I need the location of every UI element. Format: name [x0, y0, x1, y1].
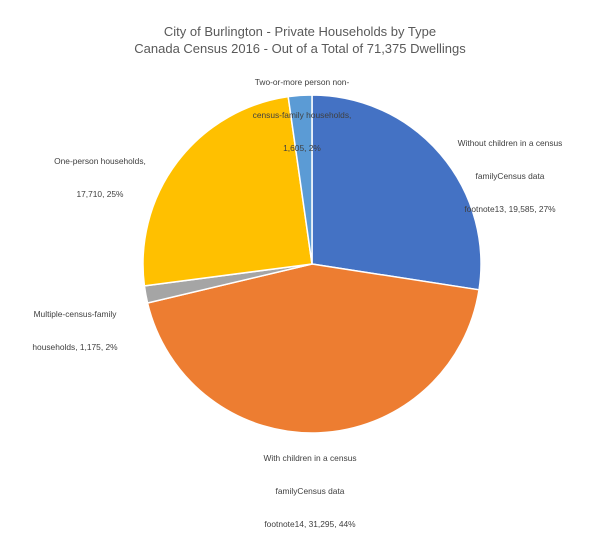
- pie-chart: [142, 94, 482, 434]
- slice-one-person: [142, 95, 313, 287]
- chart-subtitle: Canada Census 2016 - Out of a Total of 7…: [134, 41, 466, 56]
- slice-with-children: [146, 263, 480, 434]
- slice-label-with-children: With children in a census familyCensus d…: [263, 453, 357, 529]
- slice-without-children: [311, 94, 482, 291]
- slice-label-without-children: Without children in a census familyCensu…: [457, 138, 563, 214]
- slice-label-one-person: One-person households, 17,710, 25%: [54, 156, 146, 199]
- slice-label-two-or-more-non-family: Two-or-more person non- census-family ho…: [252, 77, 352, 153]
- chart-title: City of Burlington - Private Households …: [163, 24, 437, 39]
- slice-two-or-more-non-family: [287, 94, 313, 265]
- slice-label-multiple-census-family: Multiple-census-family households, 1,175…: [32, 309, 118, 352]
